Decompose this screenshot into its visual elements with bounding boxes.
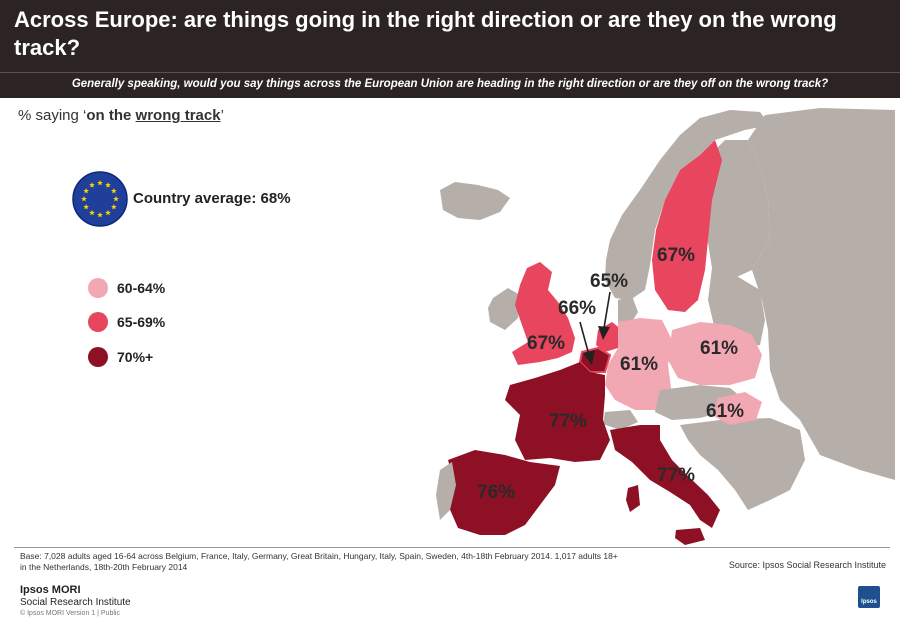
sicily-shape: [675, 528, 705, 545]
measure-suffix: ’: [220, 107, 224, 124]
legend-swatch-mid: [88, 312, 108, 332]
legend-label-dark: 70%+: [117, 349, 154, 365]
iceland-shape: [440, 182, 510, 220]
label-hungary: 61%: [706, 401, 745, 422]
measure-bold: on the: [86, 107, 136, 124]
eu-star: [97, 212, 103, 218]
header-bar: Across Europe: are things going in the r…: [0, 0, 900, 72]
base-note: Base: 7,028 adults aged 16-64 across Bel…: [20, 551, 618, 572]
spain-shape: [448, 450, 560, 535]
legend-item-dark: 70%+: [88, 346, 153, 368]
eu-star: [81, 196, 87, 202]
copyright-text: © Ipsos MORI Version 1 | Public: [20, 610, 120, 617]
eu-star: [89, 209, 95, 216]
poland-shape: [668, 322, 762, 385]
eu-star: [111, 188, 117, 194]
footer-divider: [14, 547, 890, 548]
label-germany: 61%: [620, 354, 659, 375]
ipsos-mori-logo-text: Ipsos MORI: [20, 584, 81, 596]
eu-star: [111, 204, 117, 210]
arrowhead-belgium: [583, 350, 595, 365]
label-poland: 61%: [700, 338, 739, 359]
country-average-label: Country average: 68%: [133, 190, 291, 207]
eu-star: [83, 204, 89, 210]
arrowhead-netherlands: [598, 326, 610, 340]
balkans-shape: [680, 418, 805, 510]
source-note: Source: Ipsos Social Research Institute: [728, 560, 886, 570]
label-belgium: 66%: [558, 298, 597, 319]
legend-item-light: 60-64%: [88, 277, 165, 299]
label-spain: 76%: [477, 482, 516, 503]
ipsos-logo-icon: Ipsos: [858, 586, 880, 608]
legend-label-mid: 65-69%: [117, 314, 166, 330]
eu-star: [97, 180, 103, 186]
ireland-shape: [488, 288, 520, 330]
label-italy: 77%: [657, 465, 696, 486]
italy-shape: [610, 425, 720, 528]
eu-flag-icon: [72, 171, 128, 227]
legend-swatch-light: [88, 278, 108, 298]
page-title: Across Europe: are things going in the r…: [14, 7, 837, 60]
norway-shape: [605, 110, 770, 300]
sardinia-shape: [626, 485, 640, 512]
great-britain-shape: [512, 262, 575, 365]
hungary-shape: [712, 392, 762, 425]
switzerland-shape: [603, 410, 638, 430]
measure-label: % saying ‘on the wrong track’: [18, 107, 224, 124]
europe-map: [436, 108, 895, 545]
sweden-shape: [652, 140, 722, 312]
finland-shape: [705, 140, 770, 280]
arrow-netherlands: [603, 291, 611, 329]
label-france: 77%: [549, 411, 588, 432]
eu-star: [113, 196, 119, 202]
portugal-shape: [436, 462, 456, 520]
legend-swatch-dark: [88, 347, 108, 367]
legend-item-mid: 65-69%: [88, 311, 165, 333]
legend-label-light: 60-64%: [117, 280, 166, 296]
label-great-britain: 67%: [527, 333, 566, 354]
arrow-belgium: [579, 321, 590, 356]
institute-logo-text: Social Research Institute: [20, 597, 131, 608]
eu-star: [105, 182, 111, 188]
france-shape: [505, 362, 610, 462]
denmark-shape: [618, 296, 638, 325]
eu-star: [83, 188, 89, 194]
eu-star: [89, 182, 95, 188]
question-bar: Generally speaking, would you say things…: [0, 72, 900, 98]
germany-shape: [605, 318, 672, 410]
label-netherlands: 65%: [590, 271, 629, 292]
survey-question: Generally speaking, would you say things…: [71, 78, 829, 90]
eu-star: [105, 209, 111, 216]
russia-shape: [748, 108, 895, 480]
label-sweden: 67%: [657, 245, 696, 266]
measure-underlined: wrong track: [135, 107, 221, 124]
measure-prefix: % saying ‘: [18, 107, 87, 124]
